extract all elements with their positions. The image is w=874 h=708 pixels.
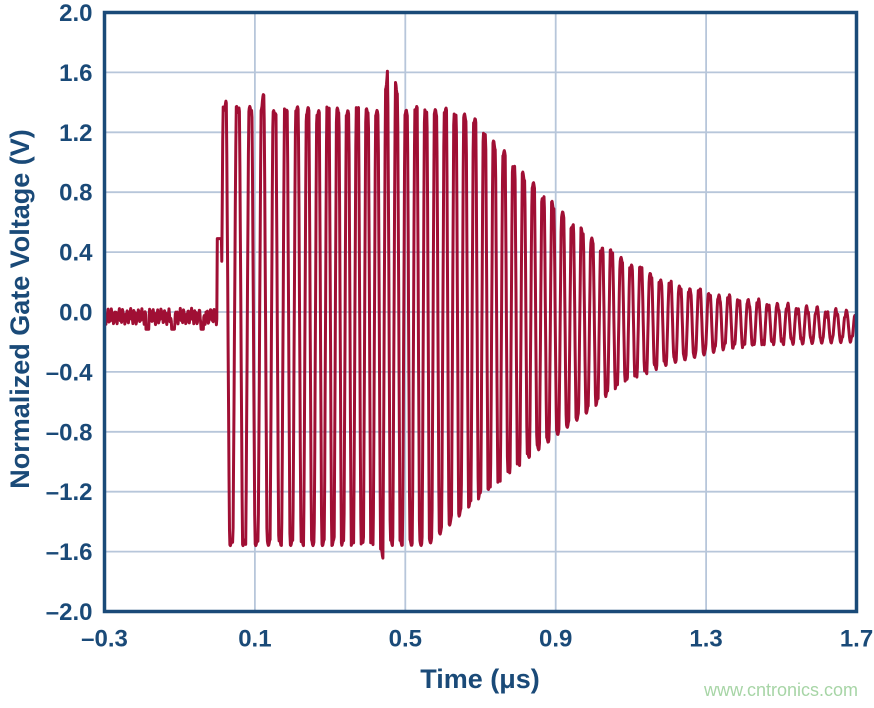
- x-tick-label: 1.3: [689, 626, 722, 653]
- watermark-text: www.cntronics.com: [703, 680, 858, 700]
- y-tick-label: –0.8: [46, 419, 93, 446]
- x-tick-label: 0.9: [539, 626, 572, 653]
- y-tick-label: 2.0: [59, 0, 92, 27]
- x-tick-label: 0.1: [238, 626, 271, 653]
- y-tick-label: 1.2: [59, 120, 92, 147]
- y-tick-label: 1.6: [59, 60, 92, 87]
- y-tick-label: 0.8: [59, 180, 92, 207]
- y-tick-label: –1.2: [46, 479, 93, 506]
- plot-border: [102, 10, 859, 614]
- y-tick-label: –1.6: [46, 539, 93, 566]
- x-axis-title: Time (μs): [420, 664, 540, 694]
- y-tick-label: 0.4: [59, 240, 93, 267]
- y-tick-label: –2.0: [46, 599, 93, 626]
- y-tick-label: 0.0: [59, 300, 92, 327]
- x-tick-label: 0.5: [389, 626, 422, 653]
- x-tick-label: –0.3: [81, 626, 128, 653]
- x-tick-label: 1.7: [840, 626, 873, 653]
- y-tick-label: –0.4: [46, 359, 93, 386]
- waveform-trace: [103, 69, 858, 560]
- y-axis-title: Normalized Gate Voltage (V): [5, 129, 35, 489]
